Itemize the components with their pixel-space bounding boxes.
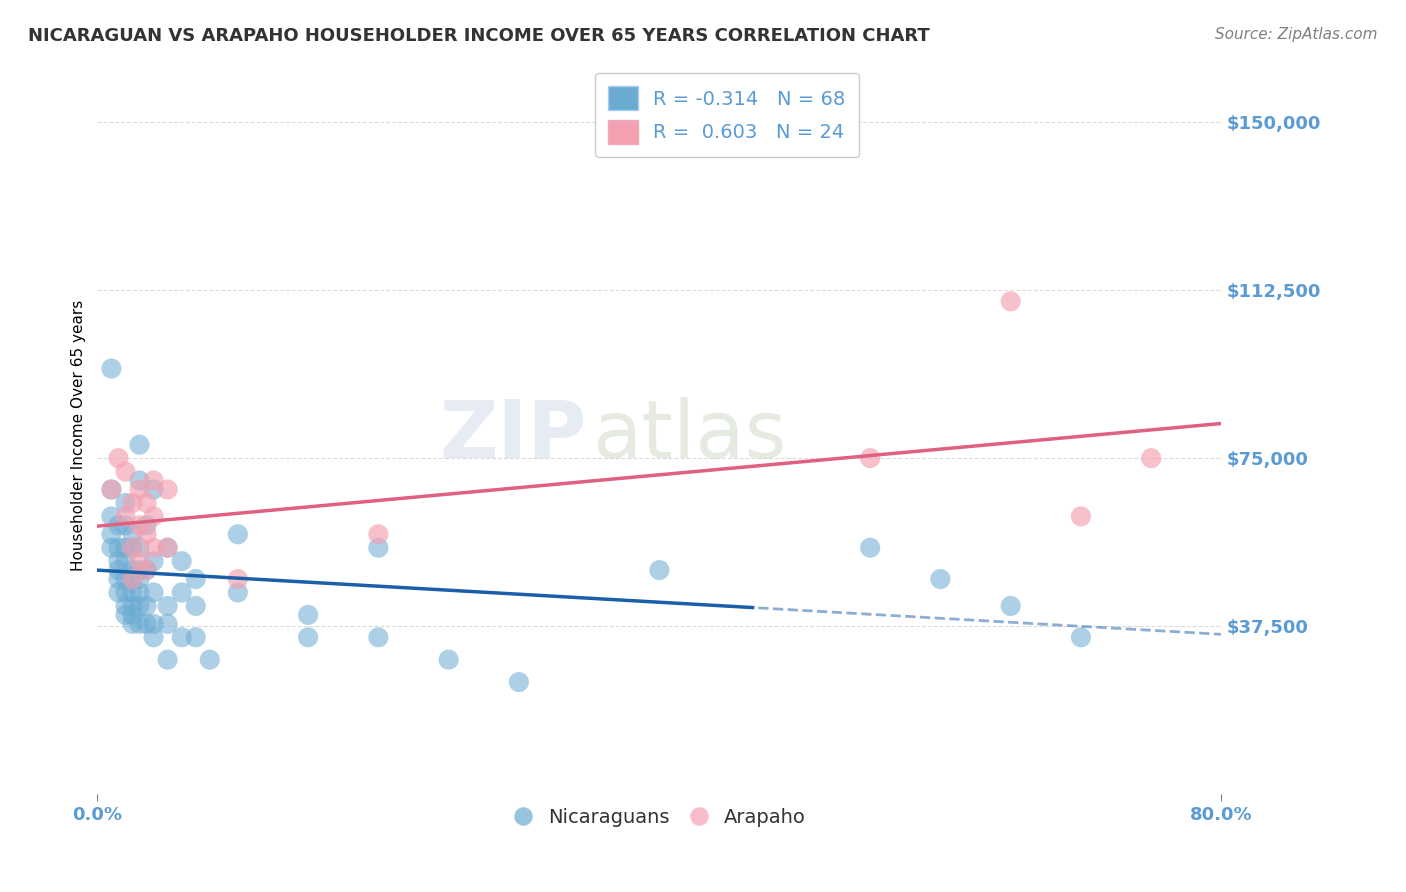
Point xyxy=(859,541,882,555)
Point xyxy=(128,599,150,613)
Point xyxy=(156,599,179,613)
Point xyxy=(142,474,165,488)
Point xyxy=(135,563,157,577)
Point xyxy=(107,585,129,599)
Point xyxy=(121,541,143,555)
Point xyxy=(1000,294,1022,309)
Point xyxy=(156,483,179,497)
Point xyxy=(114,585,136,599)
Point xyxy=(121,607,143,622)
Point xyxy=(100,509,122,524)
Point xyxy=(128,518,150,533)
Point xyxy=(121,616,143,631)
Text: atlas: atlas xyxy=(592,397,786,475)
Point xyxy=(156,616,179,631)
Point xyxy=(128,483,150,497)
Point xyxy=(170,585,193,599)
Point xyxy=(135,527,157,541)
Point xyxy=(226,585,249,599)
Point xyxy=(648,563,671,577)
Point xyxy=(135,518,157,533)
Point xyxy=(156,653,179,667)
Point xyxy=(184,630,207,644)
Point xyxy=(184,572,207,586)
Point xyxy=(121,527,143,541)
Point xyxy=(198,653,221,667)
Point xyxy=(135,563,157,577)
Point xyxy=(297,607,319,622)
Point xyxy=(100,483,122,497)
Point xyxy=(142,585,165,599)
Point xyxy=(100,527,122,541)
Point xyxy=(107,554,129,568)
Point xyxy=(170,554,193,568)
Point xyxy=(142,616,165,631)
Point xyxy=(121,572,143,586)
Point xyxy=(121,496,143,510)
Point xyxy=(100,541,122,555)
Point xyxy=(121,563,143,577)
Point xyxy=(1140,451,1163,466)
Point xyxy=(114,554,136,568)
Text: Source: ZipAtlas.com: Source: ZipAtlas.com xyxy=(1215,27,1378,42)
Point xyxy=(135,599,157,613)
Point xyxy=(107,563,129,577)
Point xyxy=(128,572,150,586)
Point xyxy=(135,616,157,631)
Point xyxy=(142,509,165,524)
Point xyxy=(226,527,249,541)
Point xyxy=(107,541,129,555)
Point xyxy=(226,572,249,586)
Point xyxy=(184,599,207,613)
Point xyxy=(859,451,882,466)
Point xyxy=(107,451,129,466)
Point xyxy=(128,554,150,568)
Point xyxy=(367,630,389,644)
Point xyxy=(156,541,179,555)
Point xyxy=(128,474,150,488)
Point xyxy=(142,483,165,497)
Point xyxy=(1070,630,1092,644)
Point xyxy=(142,554,165,568)
Point xyxy=(142,630,165,644)
Point xyxy=(1070,509,1092,524)
Point xyxy=(128,541,150,555)
Point xyxy=(100,483,122,497)
Point xyxy=(114,518,136,533)
Point xyxy=(107,518,129,533)
Point xyxy=(114,541,136,555)
Point xyxy=(121,541,143,555)
Point xyxy=(114,465,136,479)
Point xyxy=(114,607,136,622)
Point xyxy=(135,496,157,510)
Point xyxy=(128,585,150,599)
Legend: Nicaraguans, Arapaho: Nicaraguans, Arapaho xyxy=(505,800,814,835)
Point xyxy=(128,616,150,631)
Text: NICARAGUAN VS ARAPAHO HOUSEHOLDER INCOME OVER 65 YEARS CORRELATION CHART: NICARAGUAN VS ARAPAHO HOUSEHOLDER INCOME… xyxy=(28,27,929,45)
Point xyxy=(114,509,136,524)
Point xyxy=(156,541,179,555)
Point xyxy=(107,572,129,586)
Point xyxy=(929,572,952,586)
Point xyxy=(367,541,389,555)
Point xyxy=(508,675,530,690)
Point xyxy=(114,496,136,510)
Point xyxy=(121,572,143,586)
Text: ZIP: ZIP xyxy=(439,397,586,475)
Point xyxy=(121,599,143,613)
Point xyxy=(128,563,150,577)
Y-axis label: Householder Income Over 65 years: Householder Income Over 65 years xyxy=(72,300,86,572)
Point xyxy=(437,653,460,667)
Point xyxy=(297,630,319,644)
Point xyxy=(367,527,389,541)
Point xyxy=(114,572,136,586)
Point xyxy=(170,630,193,644)
Point xyxy=(142,541,165,555)
Point xyxy=(121,585,143,599)
Point xyxy=(114,599,136,613)
Point xyxy=(1000,599,1022,613)
Point xyxy=(100,361,122,376)
Point xyxy=(128,438,150,452)
